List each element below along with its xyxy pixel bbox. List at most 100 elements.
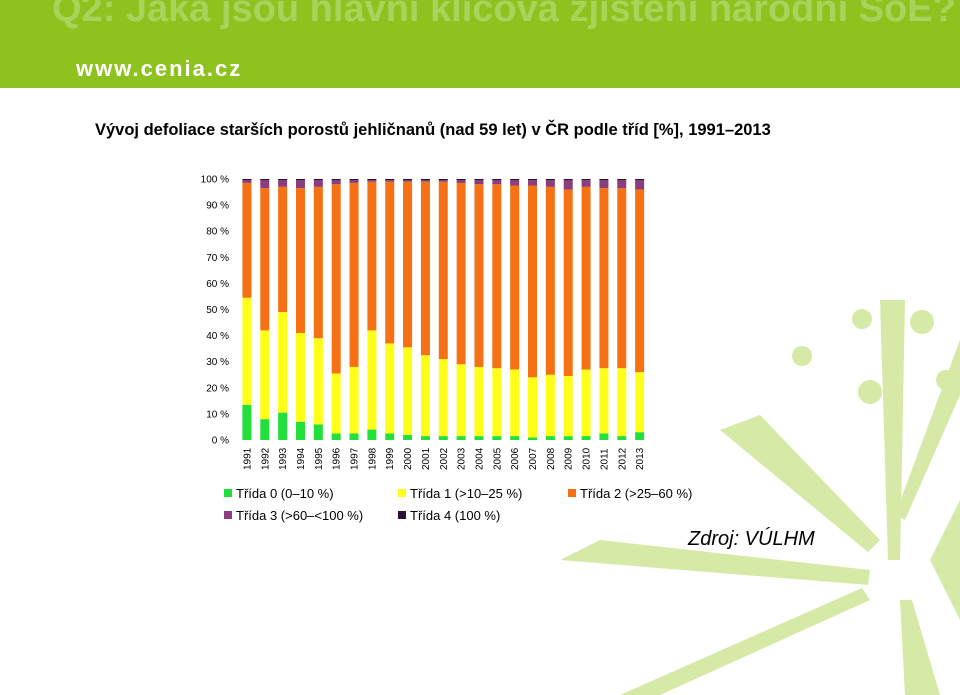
legend-swatch: [398, 489, 406, 497]
bar-segment: [367, 181, 377, 331]
x-tick-label: 1999: [385, 447, 396, 470]
bar-segment: [635, 432, 645, 440]
bar-segment: [510, 185, 520, 370]
bar-segment: [474, 436, 484, 440]
bar-segment: [492, 184, 502, 369]
bar-segment: [278, 412, 288, 440]
y-tick-label: 90 %: [206, 201, 229, 212]
bar-segment: [403, 181, 413, 348]
bar-segment: [295, 421, 305, 440]
bar-segment: [563, 180, 573, 190]
legend-item-class4: Třída 4 (100 %): [398, 508, 500, 523]
bar-segment: [635, 189, 645, 373]
bar-segment: [581, 179, 591, 181]
bar-segment: [331, 373, 341, 434]
x-tick-label: 2011: [599, 448, 610, 470]
y-tick-label: 70 %: [206, 253, 229, 264]
bar-segment: [510, 436, 520, 440]
bar-segment: [528, 377, 538, 438]
x-tick-label: 1993: [278, 447, 289, 470]
legend-item-class3: Třída 3 (>60–<100 %): [224, 508, 363, 523]
bar-segment: [510, 180, 520, 186]
y-tick-label: 0 %: [212, 436, 229, 447]
bar-segment: [349, 179, 359, 181]
bar-segment: [331, 180, 341, 185]
x-tick-label: 2000: [403, 447, 414, 470]
chart-legend: Třída 0 (0–10 %) Třída 1 (>10–25 %) Tříd…: [224, 486, 744, 536]
legend-swatch: [398, 511, 406, 519]
bar-segment: [295, 180, 305, 189]
bar-segment: [599, 433, 609, 440]
bar-segment: [420, 181, 430, 356]
x-tick-label: 2006: [510, 447, 521, 470]
bar-segment: [474, 179, 484, 181]
legend-label: Třída 1 (>10–25 %): [410, 486, 523, 501]
deco-rays: [880, 300, 905, 560]
bar-segment: [385, 180, 395, 182]
bar-segment: [403, 347, 413, 435]
bar-segment: [563, 376, 573, 437]
bar-segment: [617, 188, 627, 369]
bar-segment: [563, 189, 573, 377]
bar-segment: [474, 184, 484, 367]
y-tick-label: 10 %: [206, 409, 229, 420]
bar-segment: [260, 179, 270, 181]
bar-segment: [528, 180, 538, 186]
bar-segment: [474, 180, 484, 185]
bar-segment: [599, 188, 609, 369]
bar-segment: [563, 179, 573, 181]
bar-segment: [367, 330, 377, 430]
bar-segment: [385, 181, 395, 344]
deco-dot: [858, 380, 882, 404]
legend-label: Třída 2 (>25–60 %): [580, 486, 693, 501]
bar-segment: [385, 433, 395, 440]
bar-segment: [420, 180, 430, 182]
x-tick-label: 2007: [528, 447, 539, 470]
deco-rays: [620, 588, 870, 695]
bar-segment: [510, 369, 520, 437]
bar-segment: [510, 179, 520, 181]
x-tick-label: 2001: [421, 447, 432, 470]
bar-segment: [599, 180, 609, 189]
site-url: www.cenia.cz: [76, 56, 243, 81]
bar-segment: [581, 180, 591, 187]
bar-segment: [456, 179, 466, 181]
legend-swatch: [224, 489, 232, 497]
bar-segment: [635, 180, 645, 190]
deco-dot: [852, 309, 872, 329]
legend-item-class1: Třída 1 (>10–25 %): [398, 486, 522, 501]
bar-segment: [242, 404, 252, 440]
bar-segment: [313, 424, 323, 440]
deco-rays: [560, 540, 870, 585]
x-tick-label: 2005: [492, 447, 503, 470]
x-tick-label: 1995: [314, 447, 325, 470]
bar-segment: [599, 368, 609, 434]
bar-segment: [349, 180, 359, 183]
bar-segment: [635, 372, 645, 433]
bar-segment: [420, 179, 430, 181]
bar-segment: [438, 181, 448, 360]
bar-segment: [403, 434, 413, 440]
bar-segment: [295, 188, 305, 333]
bar-segment: [242, 180, 252, 183]
x-tick-label: 2009: [564, 447, 575, 470]
source-note: Zdroj: VÚLHM: [688, 528, 815, 550]
x-tick-label: 2013: [635, 447, 646, 470]
y-tick-label: 50 %: [206, 305, 229, 316]
x-tick-label: 2004: [474, 447, 485, 470]
bar-segment: [403, 179, 413, 181]
x-tick-label: 2008: [546, 447, 557, 470]
bar-segment: [492, 436, 502, 440]
bar-segment: [403, 180, 413, 182]
bar-segment: [367, 180, 377, 182]
deco-rays: [930, 500, 960, 620]
legend-label: Třída 3 (>60–<100 %): [236, 508, 364, 523]
y-tick-label: 80 %: [206, 227, 229, 238]
bar-segment: [581, 186, 591, 370]
x-tick-label: 1991: [242, 447, 253, 470]
bar-segment: [617, 436, 627, 440]
bar-segment: [456, 364, 466, 437]
bar-segment: [456, 436, 466, 440]
slide-header: Q2: Jaká jsou hlavní klíčová zjištění ná…: [0, 0, 960, 88]
bar-segment: [349, 182, 359, 367]
